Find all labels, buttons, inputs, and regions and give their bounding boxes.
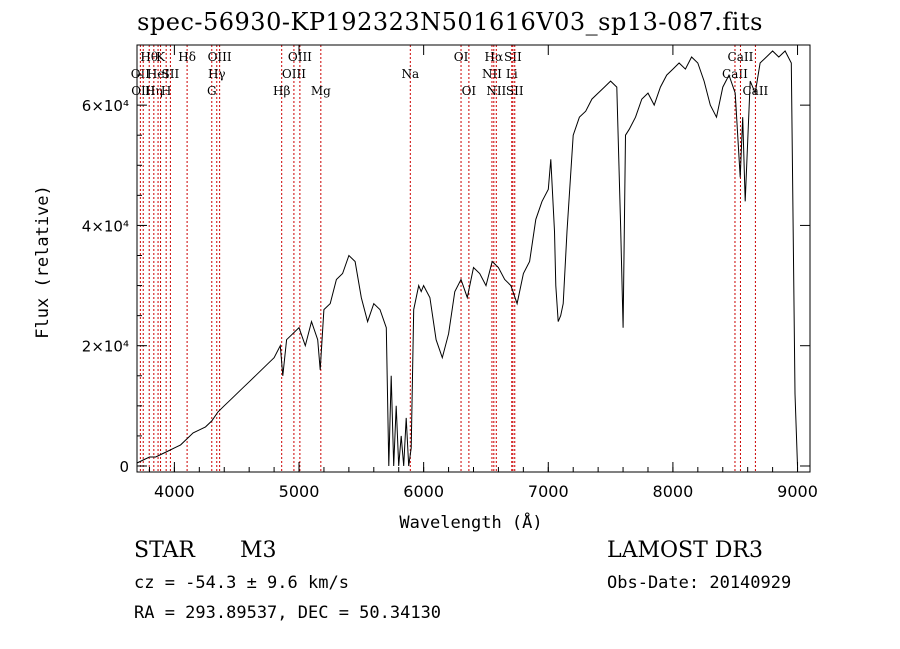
y-tick-label: 0: [119, 458, 129, 476]
observation-date: Obs-Date: 20140929: [607, 573, 792, 593]
y-tick-label: 2×10⁴: [82, 338, 129, 356]
x-axis-label: Wavelength (Å): [399, 511, 542, 533]
line-marker-label: OII: [131, 67, 151, 81]
line-marker-label: OIII: [282, 67, 306, 81]
line-marker-label: Mg: [311, 84, 331, 98]
x-tick-label: 4000: [154, 482, 195, 501]
radial-velocity: cz = -54.3 ± 9.6 km/s: [134, 573, 349, 593]
y-axis-label: Flux (relative): [33, 185, 53, 339]
line-marker-label: Na: [401, 67, 419, 81]
x-tick-label: 6000: [403, 482, 444, 501]
object-class: STAR: [134, 538, 195, 563]
line-marker-label: CaII: [728, 50, 754, 64]
object-subclass: M3: [240, 538, 277, 563]
line-marker-label: SII: [504, 50, 522, 64]
plot-frame: [136, 44, 811, 473]
survey-name: LAMOST DR3: [607, 538, 763, 563]
x-axis: 4000 5000 6000 7000 8000 9000: [148, 45, 818, 501]
line-marker-label: G: [207, 84, 217, 98]
line-marker-label: OI: [462, 84, 477, 98]
y-axis: 0 2×10⁴ 4×10⁴ 6×10⁴: [82, 74, 810, 476]
line-marker-label: OIII: [288, 50, 312, 64]
line-marker-label: SII: [162, 67, 180, 81]
chart-title: spec-56930-KP192323N501616V03_sp13-087.f…: [137, 8, 763, 36]
line-marker-label: Hβ: [273, 84, 290, 98]
spectrum-series-line: [136, 50, 798, 467]
line-markers: OIIOIIIHθHηHeIKHSIIHδGHγOIIIHβOIIIOIIIMg…: [131, 45, 769, 472]
line-marker-label: SII: [506, 84, 524, 98]
line-marker-label: OI: [454, 50, 469, 64]
line-marker-label: Li: [506, 67, 518, 81]
line-marker-label: OIII: [208, 50, 232, 64]
x-tick-label: 7000: [528, 482, 569, 501]
line-marker-label: CaII: [722, 67, 748, 81]
line-marker-label: HeI: [147, 67, 170, 81]
line-marker-label: NII: [482, 67, 502, 81]
line-marker-label: H: [161, 84, 171, 98]
line-marker-label: NII: [486, 84, 506, 98]
line-marker-label: Hγ: [208, 67, 226, 81]
y-tick-label: 6×10⁴: [82, 97, 129, 115]
coordinates: RA = 293.89537, DEC = 50.34130: [134, 603, 442, 623]
y-tick-label: 4×10⁴: [82, 217, 129, 235]
x-tick-label: 8000: [653, 482, 694, 501]
line-marker-label: Hδ: [178, 50, 196, 64]
line-marker-label: Hα: [485, 50, 504, 64]
line-marker-label: K: [156, 50, 166, 64]
x-tick-label: 9000: [777, 482, 818, 501]
x-tick-label: 5000: [279, 482, 320, 501]
